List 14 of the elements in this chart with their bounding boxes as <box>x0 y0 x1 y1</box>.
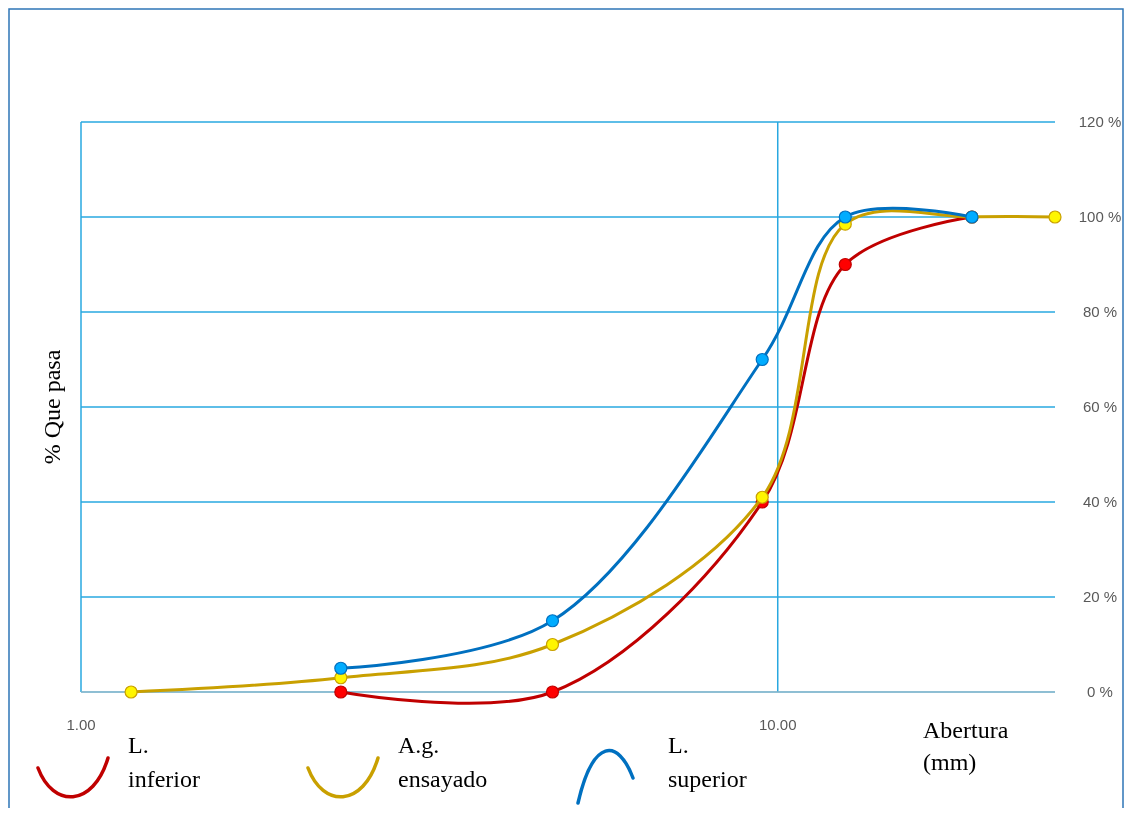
x-tick-label: 1.00 <box>66 716 96 733</box>
y-tick-label: 60 % <box>1082 398 1118 415</box>
y-tick-label: 100 % <box>1078 208 1122 225</box>
y-tick-label: 80 % <box>1082 303 1118 320</box>
y-tick-label: 120 % <box>1078 113 1122 130</box>
y-tick-label: 20 % <box>1082 588 1118 605</box>
y-tick-label: 0 % <box>1087 683 1113 700</box>
legend-label: L. inferior <box>128 732 200 792</box>
legend-label: A.g. ensayado <box>398 732 488 792</box>
legend-label: L. superior <box>668 732 747 792</box>
x-axis-title: Abertura (mm) <box>923 717 1009 775</box>
y-axis-title: % Que pasa <box>39 349 65 465</box>
x-tick-label: 10.00 <box>758 716 797 733</box>
y-tick-label: 40 % <box>1082 493 1118 510</box>
